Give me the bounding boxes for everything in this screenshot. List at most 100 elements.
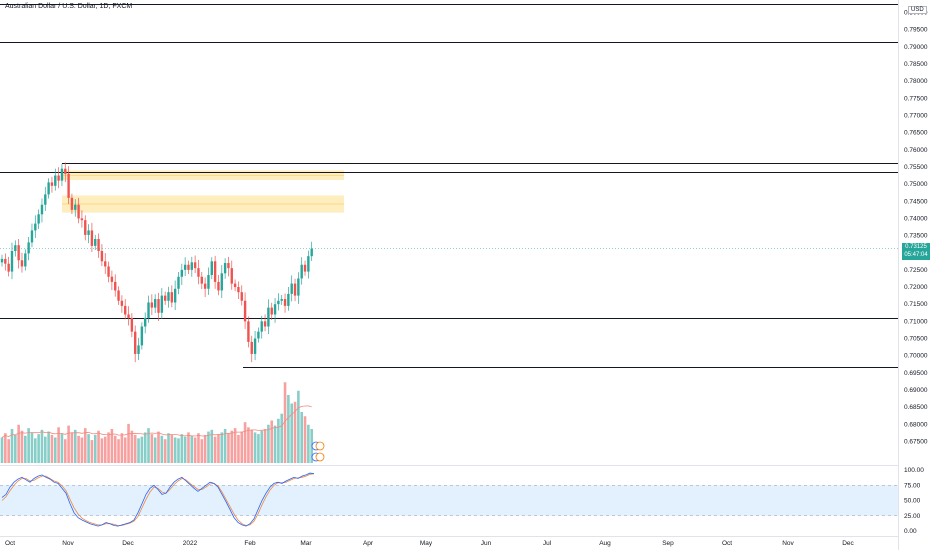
candle-body[interactable]: [37, 214, 40, 224]
candle-body[interactable]: [307, 256, 310, 272]
candle-body[interactable]: [207, 275, 210, 289]
candle-body[interactable]: [84, 220, 87, 235]
candle-body[interactable]: [297, 278, 300, 296]
event-markers[interactable]: [311, 441, 325, 462]
candle-body[interactable]: [114, 281, 117, 291]
candle-body[interactable]: [203, 283, 207, 289]
candle-body[interactable]: [24, 253, 27, 267]
candle-body[interactable]: [20, 260, 24, 267]
candle-body[interactable]: [233, 283, 237, 288]
candle-body[interactable]: [197, 268, 200, 277]
stochastic-scale[interactable]: 100.00 75.00 50.00 25.00 0.00: [904, 467, 924, 535]
candle-body[interactable]: [30, 230, 34, 243]
candle-body[interactable]: [50, 182, 54, 186]
candle-body[interactable]: [7, 263, 10, 272]
candle-body[interactable]: [127, 314, 130, 318]
candle-body[interactable]: [230, 268, 233, 284]
candle-body[interactable]: [240, 292, 243, 301]
candle-body[interactable]: [173, 288, 177, 303]
candle-body[interactable]: [280, 299, 283, 301]
time-scale[interactable]: Oct Nov Dec 2022 Feb Mar Apr May Jun Jul Aug Sep Oct…: [5, 540, 855, 547]
candle-body[interactable]: [177, 276, 180, 289]
candle-body[interactable]: [104, 261, 107, 267]
candle-body[interactable]: [217, 281, 220, 291]
candle-body[interactable]: [97, 239, 100, 252]
candle-body[interactable]: [167, 292, 170, 301]
candle-body[interactable]: [54, 175, 57, 186]
candle-body[interactable]: [160, 295, 164, 313]
candle-body[interactable]: [303, 264, 307, 272]
candle-body[interactable]: [44, 194, 47, 205]
candle-body[interactable]: [267, 307, 270, 327]
candle-body[interactable]: [180, 269, 184, 277]
candle-body[interactable]: [4, 258, 7, 264]
candle-body[interactable]: [183, 264, 187, 270]
candle-body[interactable]: [270, 307, 273, 315]
candle-body[interactable]: [170, 292, 174, 303]
candle-body[interactable]: [287, 293, 290, 306]
candle-body[interactable]: [110, 276, 114, 282]
candle-body[interactable]: [290, 283, 293, 294]
candle-body[interactable]: [190, 262, 194, 270]
candle-body[interactable]: [263, 321, 267, 327]
candle-body[interactable]: [243, 300, 247, 322]
candle-body[interactable]: [250, 341, 253, 354]
candle-body[interactable]: [77, 204, 80, 219]
candle-body[interactable]: [140, 326, 144, 346]
candle-body[interactable]: [0, 258, 4, 263]
candle-body[interactable]: [210, 261, 213, 276]
candle-body[interactable]: [293, 283, 297, 296]
candle-body[interactable]: [147, 302, 150, 318]
candle-body[interactable]: [227, 263, 230, 269]
candle-body[interactable]: [60, 168, 64, 181]
candle-body[interactable]: [40, 204, 44, 215]
candle-body[interactable]: [277, 300, 280, 305]
candle-body[interactable]: [107, 266, 110, 277]
event-icon[interactable]: [315, 452, 325, 462]
candle-body[interactable]: [67, 173, 70, 198]
candle-body[interactable]: [237, 287, 240, 293]
candle-body[interactable]: [247, 321, 250, 342]
candle-body[interactable]: [124, 305, 127, 315]
candle-body[interactable]: [17, 245, 20, 261]
candle-body[interactable]: [157, 299, 160, 313]
candle-body[interactable]: [27, 242, 30, 254]
candle-body[interactable]: [80, 218, 84, 221]
candle-body[interactable]: [117, 290, 120, 301]
candle-body[interactable]: [150, 302, 154, 308]
candle-body[interactable]: [300, 264, 303, 279]
candle-body[interactable]: [94, 239, 97, 246]
event-icon[interactable]: [315, 441, 325, 451]
candle-body[interactable]: [193, 262, 197, 269]
candle-body[interactable]: [257, 331, 260, 339]
candle-body[interactable]: [47, 182, 50, 195]
candle-body[interactable]: [130, 317, 134, 332]
candle-body[interactable]: [87, 230, 90, 235]
candle-body[interactable]: [310, 248, 313, 257]
candle-body[interactable]: [223, 263, 227, 274]
candle-body[interactable]: [64, 168, 67, 174]
candle-body[interactable]: [120, 300, 124, 306]
candle-body[interactable]: [273, 304, 277, 315]
candle-body[interactable]: [74, 204, 77, 210]
currency-label[interactable]: USD: [908, 6, 927, 14]
candle-body[interactable]: [163, 295, 167, 301]
candle-body[interactable]: [34, 223, 37, 231]
candle-body[interactable]: [137, 345, 140, 354]
candle-body[interactable]: [220, 273, 223, 291]
candle-body[interactable]: [283, 299, 287, 306]
candle-body[interactable]: [14, 245, 17, 252]
candle-body[interactable]: [57, 175, 60, 181]
candlesticks[interactable]: [0, 162, 313, 363]
candle-body[interactable]: [213, 261, 217, 282]
price-scale[interactable]: 0.800000.795000.790000.785000.780000.775…: [904, 10, 928, 446]
candle-body[interactable]: [153, 299, 157, 308]
candle-body[interactable]: [70, 197, 74, 210]
candle-body[interactable]: [10, 251, 14, 272]
candle-body[interactable]: [200, 276, 203, 284]
candle-body[interactable]: [143, 317, 147, 327]
candle-body[interactable]: [260, 321, 263, 332]
candle-body[interactable]: [253, 338, 257, 354]
candle-body[interactable]: [100, 251, 104, 262]
candle-body[interactable]: [90, 230, 94, 246]
